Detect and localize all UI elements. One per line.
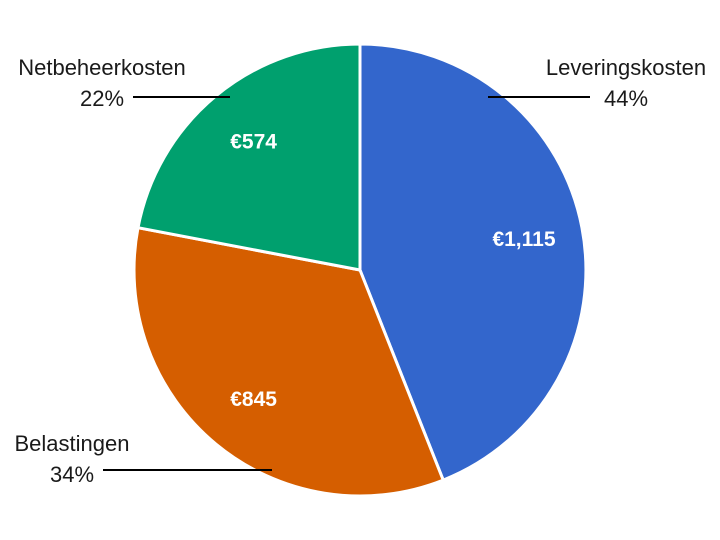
callout-leveringskosten: Leveringskosten 44%: [521, 52, 720, 114]
slice-value-netbeheerkosten: €574: [230, 131, 277, 154]
callout-belastingen-label: Belastingen: [14, 431, 130, 456]
callout-netbeheerkosten: Netbeheerkosten 22%: [0, 52, 204, 114]
leader-line-belastingen: [103, 469, 272, 471]
callout-leveringskosten-label: Leveringskosten: [545, 55, 707, 80]
leader-line-netbeheerkosten: [133, 96, 230, 98]
pie-slice-belastingen[interactable]: [132, 225, 446, 498]
slice-value-belastingen: €845: [230, 388, 277, 411]
leader-line-leveringskosten: [488, 96, 590, 98]
callout-belastingen: Belastingen 34%: [0, 428, 144, 490]
pie-slice-netbeheerkosten[interactable]: [136, 42, 362, 272]
callout-belastingen-pct: 34%: [49, 462, 95, 487]
callout-netbeheerkosten-pct: 22%: [79, 86, 125, 111]
slice-value-leveringskosten: €1,115: [492, 228, 555, 251]
callout-netbeheerkosten-label: Netbeheerkosten: [18, 55, 186, 80]
callout-leveringskosten-pct: 44%: [603, 86, 649, 111]
pie-slice-leveringskosten[interactable]: [358, 42, 588, 483]
